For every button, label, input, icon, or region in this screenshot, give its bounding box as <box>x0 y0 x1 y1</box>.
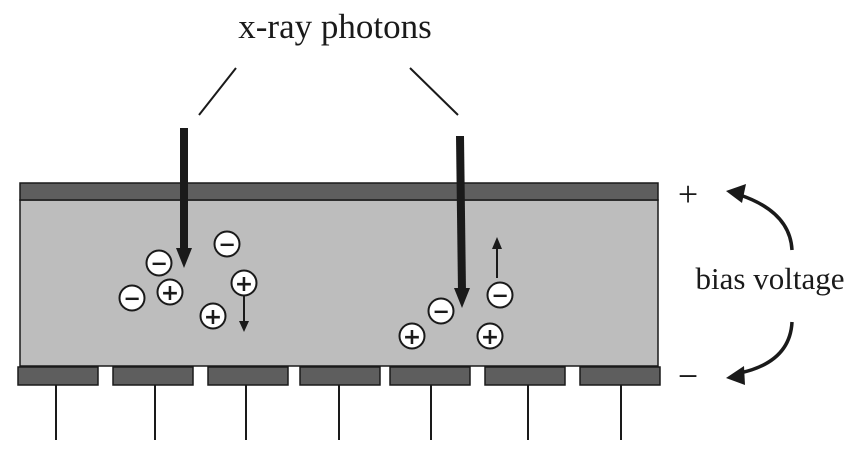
photon-arrow-left-head <box>176 248 192 268</box>
bias-voltage-label: bias voltage <box>696 261 845 296</box>
pixel-electrode <box>579 366 661 386</box>
title-leader-right <box>409 67 459 116</box>
electron-charge: − <box>145 249 173 277</box>
charge-cluster-left: − − − + + + <box>118 230 258 330</box>
bias-arrow-bottom-head <box>726 366 745 385</box>
pixel-electrode <box>17 366 99 386</box>
bias-arrow-top-head <box>726 184 746 203</box>
photon-arrow-right-head <box>454 288 470 308</box>
electron-charge: − <box>427 297 455 325</box>
pixel-electrode <box>112 366 194 386</box>
hole-sign: + <box>161 281 179 306</box>
charge-cluster-right: − − + + <box>398 281 514 350</box>
hole-sign: + <box>403 325 421 350</box>
hole-charge: + <box>398 322 426 350</box>
electron-charge: − <box>213 230 241 258</box>
readout-leads <box>55 385 622 440</box>
pixel-electrode <box>207 366 289 386</box>
photon-arrow-right <box>456 135 466 293</box>
top-terminal-label: + <box>678 174 698 214</box>
electron-charge: − <box>486 281 514 309</box>
hole-sign: + <box>481 325 499 350</box>
hole-charge: + <box>476 322 504 350</box>
electron-charge: − <box>118 284 146 312</box>
bias-arrow-bottom <box>739 321 794 375</box>
pixel-electrodes <box>17 366 661 386</box>
electron-sign: − <box>150 252 168 276</box>
bottom-terminal-label: − <box>678 356 698 396</box>
pixel-electrode <box>299 366 381 386</box>
hole-drift-arrow-head <box>239 321 249 332</box>
hole-sign: + <box>235 272 253 297</box>
electron-sign: − <box>491 284 509 308</box>
top-electrode <box>19 182 659 201</box>
electron-sign: − <box>123 287 141 311</box>
hole-sign: + <box>204 305 222 330</box>
electron-sign: − <box>218 233 236 257</box>
title-leader-left <box>198 67 237 116</box>
electron-drift-arrow-head <box>492 237 502 249</box>
bias-arrow-top <box>739 193 794 251</box>
diagram-title: x-ray photons <box>238 7 431 46</box>
hole-charge: + <box>230 269 258 297</box>
pixel-electrode <box>389 366 471 386</box>
hole-charge: + <box>199 302 227 330</box>
detector-body <box>19 199 659 367</box>
hole-charge: + <box>156 278 184 306</box>
pixel-electrode <box>484 366 566 386</box>
electron-sign: − <box>432 300 450 324</box>
